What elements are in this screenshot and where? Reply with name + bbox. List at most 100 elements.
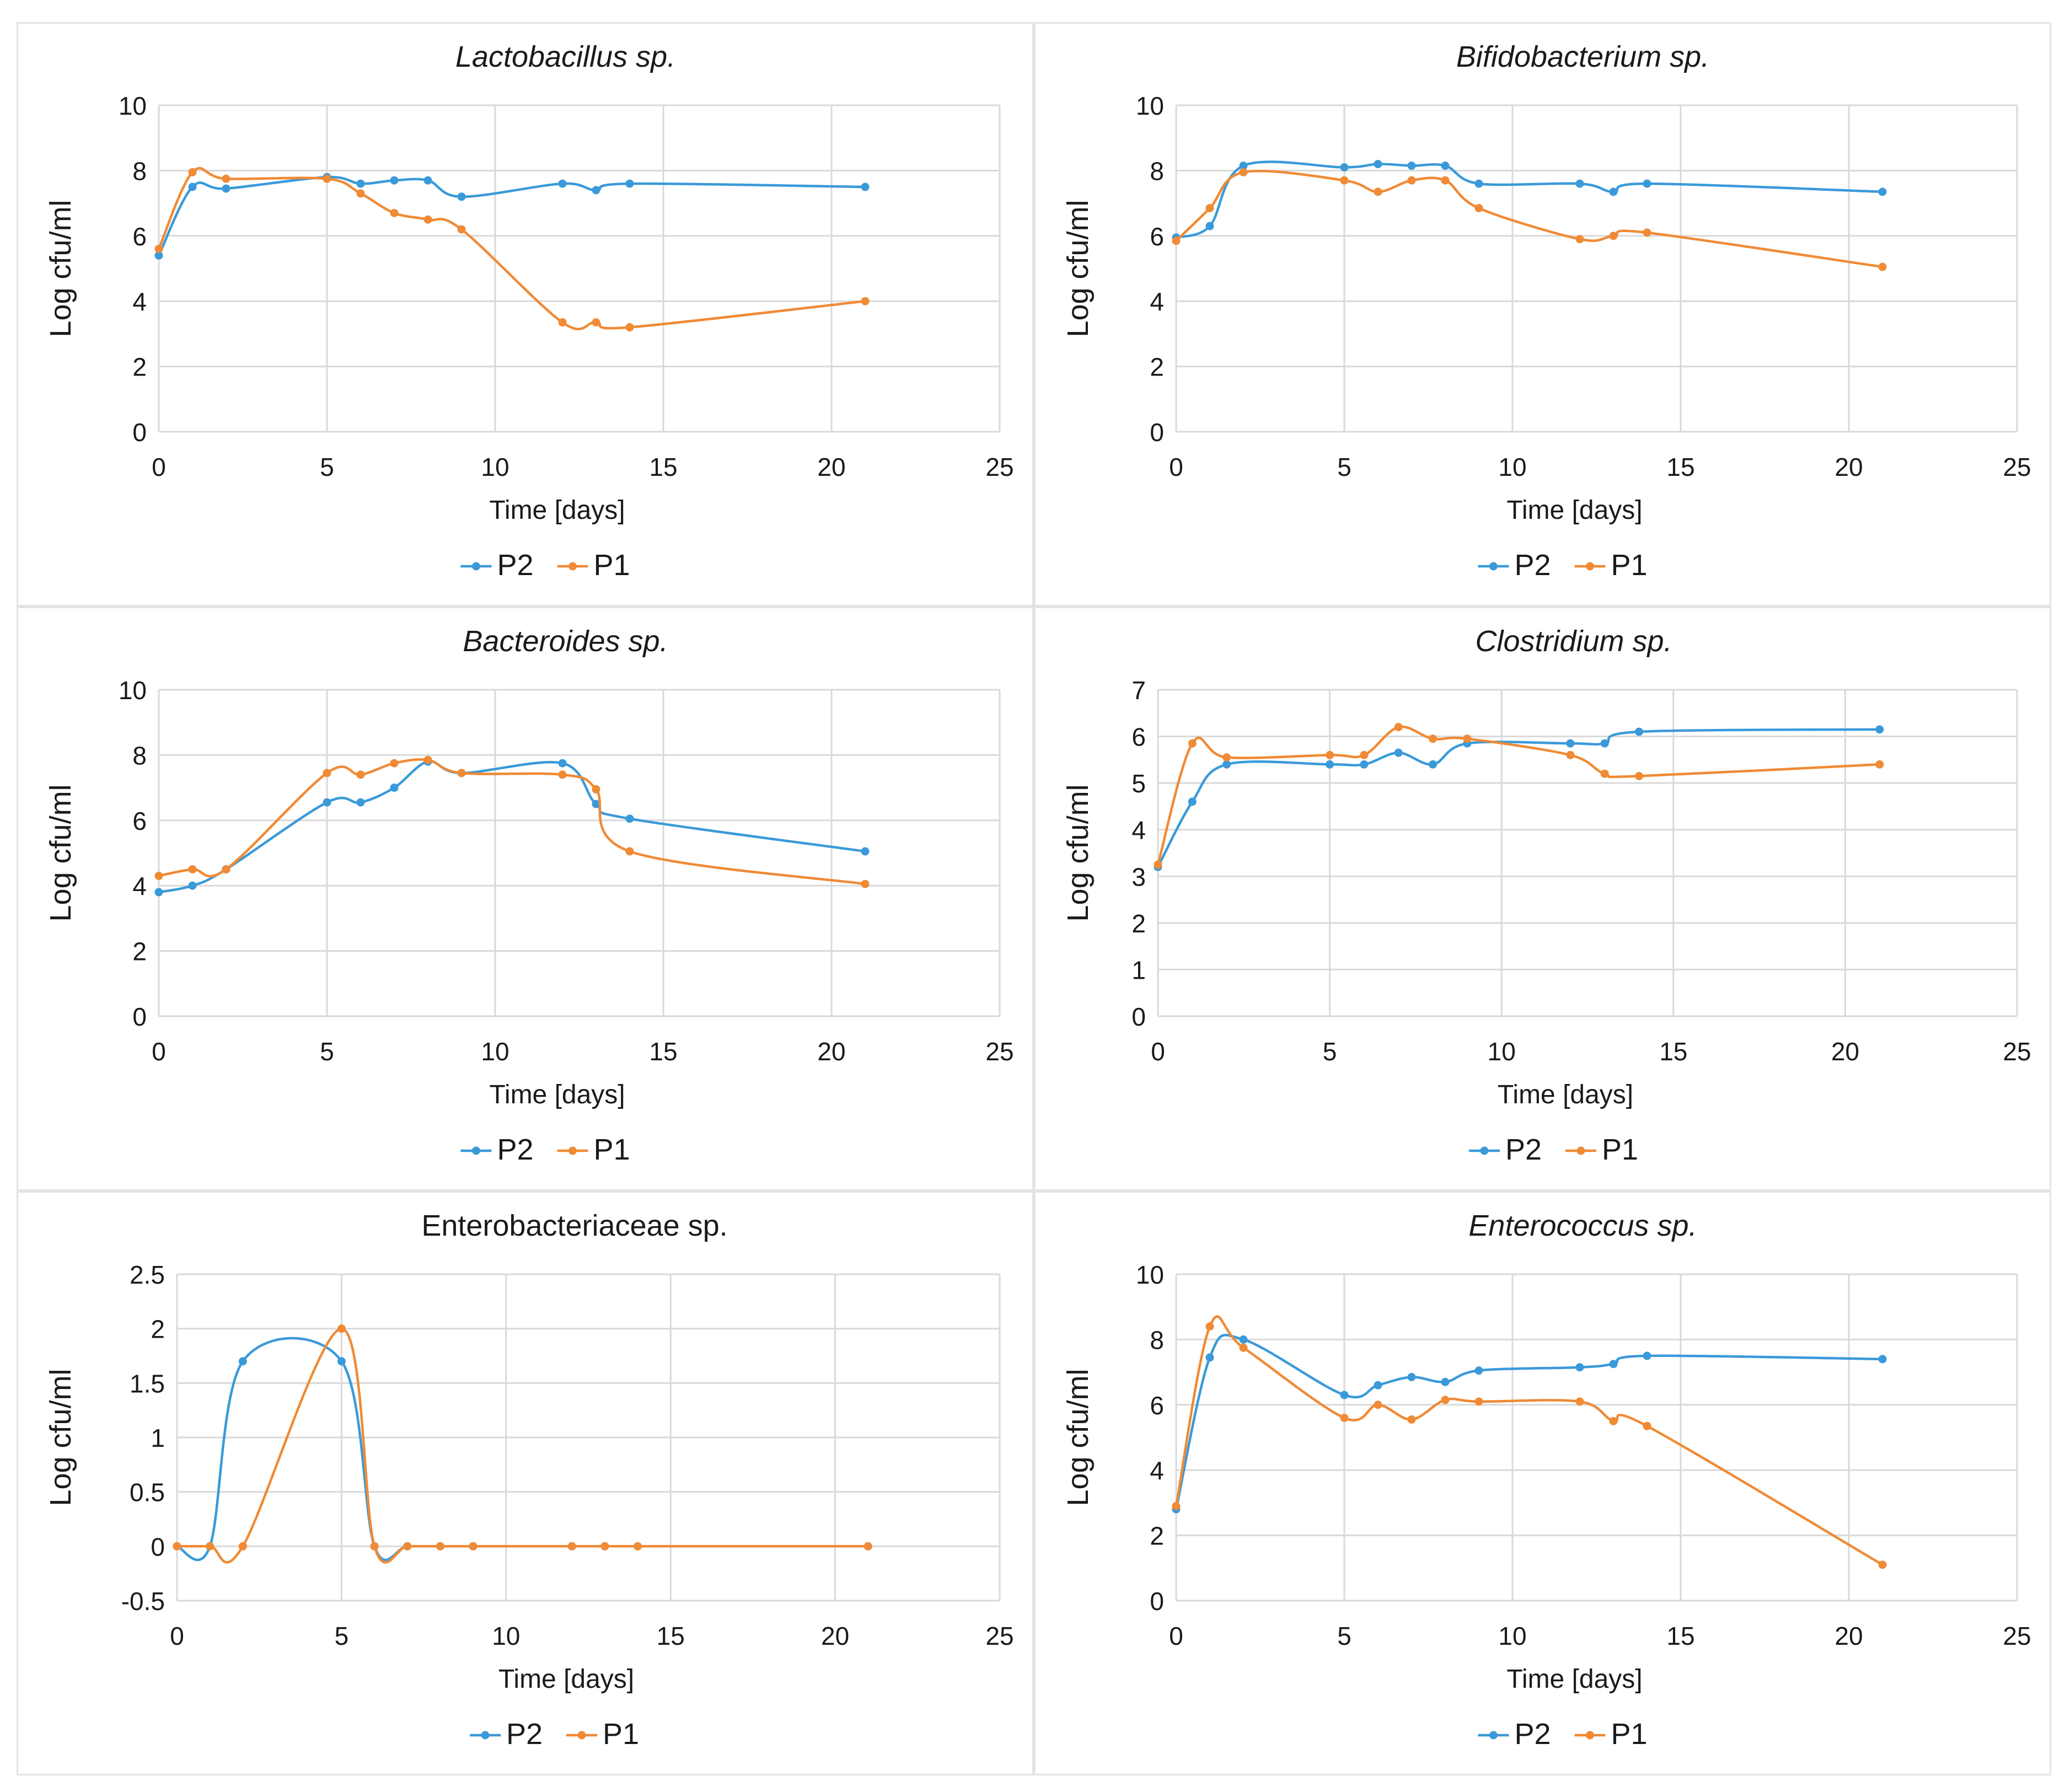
y-tick-label: 6 xyxy=(1150,222,1164,251)
legend-item-p1: P1 xyxy=(566,1718,639,1751)
x-tick-label: 10 xyxy=(1488,1037,1516,1066)
data-point-p1 xyxy=(222,174,230,183)
data-point-p1 xyxy=(1407,176,1416,185)
x-tick-label: 25 xyxy=(2003,453,2031,481)
data-point-p1 xyxy=(1205,1322,1214,1331)
data-point-p1 xyxy=(370,1542,379,1550)
chart-svg-enterobacteriaceae-sp: Enterobacteriaceae sp.-0.500.511.522.50 5… xyxy=(44,1209,1014,1751)
data-point-p2 xyxy=(390,784,399,792)
data-point-p2 xyxy=(1407,1372,1416,1381)
x-tick-label: 0 xyxy=(1151,1037,1165,1066)
y-tick-label: 2 xyxy=(151,1315,165,1344)
data-point-p1 xyxy=(1326,750,1334,759)
x-tick-label: 5 xyxy=(335,1622,349,1650)
data-point-p1 xyxy=(592,318,600,327)
data-point-p1 xyxy=(1188,739,1197,748)
x-tick-label: 0 xyxy=(170,1622,184,1650)
data-point-p1 xyxy=(173,1542,181,1550)
series-line-p1 xyxy=(1174,1315,1884,1566)
x-tick-label: 25 xyxy=(2003,1622,2031,1650)
y-tick-label: 6 xyxy=(132,807,147,835)
series-line-p1 xyxy=(158,758,866,886)
data-point-p1 xyxy=(1575,1397,1584,1406)
y-axis-label: Log cfu/ml xyxy=(44,1369,77,1506)
data-point-p1 xyxy=(436,1542,444,1550)
data-point-p1 xyxy=(206,1542,214,1550)
data-point-p2 xyxy=(188,881,197,890)
y-tick-label: 7 xyxy=(1131,676,1146,705)
y-tick-label: 10 xyxy=(1136,1260,1164,1289)
y-axis-label: Log cfu/ml xyxy=(44,784,77,921)
data-point-p2 xyxy=(558,179,567,188)
x-tick-label: 0 xyxy=(152,453,166,481)
x-axis-label: Time [days] xyxy=(498,1665,634,1694)
x-tick-label: 10 xyxy=(492,1622,520,1650)
data-point-p2 xyxy=(154,251,163,260)
y-tick-label: -0.5 xyxy=(121,1587,165,1616)
data-point-p1 xyxy=(1474,1397,1483,1406)
y-tick-label: 6 xyxy=(1131,723,1146,752)
series-line-p1 xyxy=(1156,725,1880,865)
series-line-p2 xyxy=(157,175,866,256)
x-tick-label: 20 xyxy=(817,1037,845,1066)
y-tick-label: 0 xyxy=(1150,418,1164,447)
data-point-p2 xyxy=(423,176,432,185)
y-axis-label: Log cfu/ml xyxy=(1061,784,1095,921)
x-tick-label: 0 xyxy=(1169,1622,1183,1650)
legend-item-p1: P1 xyxy=(557,1133,630,1166)
data-point-p1 xyxy=(567,1542,576,1550)
chart-title: Enterococcus sp. xyxy=(1468,1209,1697,1242)
data-point-p1 xyxy=(625,323,634,332)
y-tick-label: 4 xyxy=(1150,287,1164,316)
legend-swatch-marker xyxy=(568,1146,577,1155)
data-point-p1 xyxy=(238,1542,247,1550)
legend-item-p2: P2 xyxy=(460,549,534,582)
data-point-p1 xyxy=(634,1542,642,1550)
series-line-p1 xyxy=(176,1327,868,1564)
data-point-p1 xyxy=(1374,1401,1382,1409)
data-point-p1 xyxy=(356,770,365,779)
legend-item-p2: P2 xyxy=(1478,1718,1551,1751)
y-tick-label: 4 xyxy=(1150,1456,1164,1485)
data-point-p1 xyxy=(1407,1415,1416,1424)
data-point-p1 xyxy=(1878,262,1887,271)
data-point-p2 xyxy=(1643,179,1651,188)
x-axis-label: Time [days] xyxy=(1506,1665,1642,1694)
data-point-p2 xyxy=(390,176,399,185)
data-point-p2 xyxy=(1374,1381,1382,1389)
data-point-p1 xyxy=(1360,750,1369,759)
y-tick-label: 1 xyxy=(1131,956,1146,984)
legend-swatch-marker xyxy=(577,1731,586,1740)
legend-swatch-marker xyxy=(1586,562,1594,571)
chart-svg-clostridium-sp: Clostridium sp. 0 1 2 3 4 5 6 7 0 5 10 15 20 25 Time [d… xyxy=(1061,625,2031,1166)
data-point-p1 xyxy=(188,865,197,874)
data-point-p1 xyxy=(423,215,432,224)
x-tick-label: 25 xyxy=(985,453,1013,481)
data-point-p2 xyxy=(1878,187,1887,196)
y-tick-label: 0.5 xyxy=(130,1478,165,1507)
x-tick-label: 15 xyxy=(649,1037,677,1066)
y-tick-label: 0 xyxy=(1131,1002,1146,1031)
x-axis-label: Time [days] xyxy=(489,1080,625,1109)
data-point-p2 xyxy=(1474,1366,1483,1375)
legend-swatch-marker xyxy=(1480,1146,1489,1155)
data-point-p2 xyxy=(457,192,466,201)
data-point-p2 xyxy=(1875,725,1884,734)
data-point-p2 xyxy=(238,1357,247,1366)
x-tick-label: 5 xyxy=(1323,1037,1337,1066)
data-point-p1 xyxy=(154,871,163,880)
data-point-p1 xyxy=(1566,750,1575,759)
x-tick-label: 5 xyxy=(320,1037,334,1066)
y-tick-label: 6 xyxy=(132,222,147,251)
data-point-p1 xyxy=(423,755,432,764)
legend-label: P2 xyxy=(497,549,534,582)
data-point-p1 xyxy=(1205,203,1214,212)
data-point-p1 xyxy=(1441,1396,1450,1404)
y-tick-label: 0 xyxy=(1150,1587,1164,1616)
x-tick-label: 20 xyxy=(1835,453,1863,481)
data-point-p2 xyxy=(1643,1351,1651,1360)
y-tick-label: 10 xyxy=(119,676,147,705)
data-point-p2 xyxy=(625,814,634,823)
data-point-p2 xyxy=(1188,797,1197,806)
data-point-p1 xyxy=(154,244,163,253)
